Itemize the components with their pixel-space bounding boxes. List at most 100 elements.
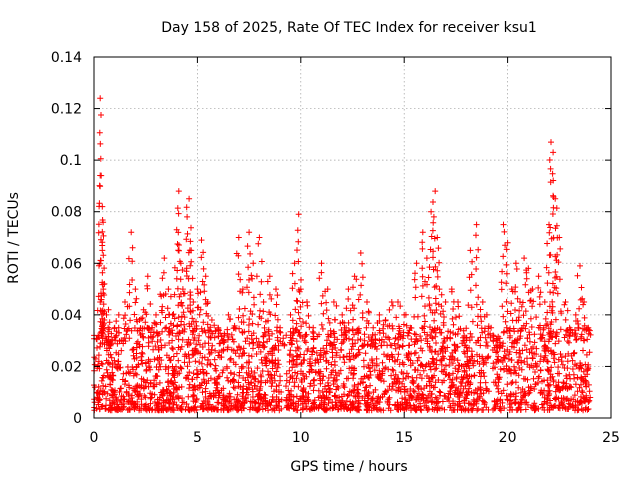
spike-cluster-point <box>552 269 559 275</box>
band-point <box>193 341 200 348</box>
band-point <box>325 375 332 381</box>
spike-cluster-point <box>251 301 258 308</box>
spike-cluster-point <box>111 334 118 341</box>
band-point <box>522 390 529 397</box>
spike-cluster-point <box>293 297 300 304</box>
band-point <box>290 400 297 407</box>
band-point <box>305 390 312 397</box>
data-point <box>161 255 168 262</box>
band-point <box>175 336 182 343</box>
spike-cluster-point <box>467 330 474 337</box>
spike-cluster-point <box>547 321 554 328</box>
band-point <box>539 378 545 385</box>
spike-cluster-point <box>508 300 515 307</box>
band-point <box>348 346 355 353</box>
spike-cluster-point <box>149 334 156 341</box>
spike-cluster-point <box>579 295 586 302</box>
spike-cluster-point <box>200 265 207 272</box>
band-point <box>521 342 528 349</box>
band-point <box>382 364 389 371</box>
spike-cluster-point <box>253 273 260 280</box>
band-point <box>389 353 396 360</box>
spike-cluster-point <box>389 302 396 309</box>
band-point <box>183 401 190 407</box>
x-tick-label: 0 <box>90 430 99 446</box>
band-point <box>321 401 328 408</box>
band-point <box>369 359 376 366</box>
band-point <box>158 357 165 364</box>
band-point <box>433 340 439 346</box>
band-point <box>185 407 192 413</box>
band-point <box>498 390 505 397</box>
band-point <box>524 401 531 408</box>
spike-cluster-point <box>522 281 529 288</box>
spike-cluster-point <box>235 252 242 259</box>
band-point <box>289 375 296 382</box>
band-point <box>504 381 511 388</box>
band-point <box>121 381 128 388</box>
band-point <box>497 366 504 373</box>
band-point <box>545 347 552 354</box>
spike-cluster-point <box>248 332 255 339</box>
spike-cluster-point <box>465 302 472 309</box>
band-point <box>147 358 154 365</box>
band-point <box>344 393 351 399</box>
spike-cluster-point <box>547 224 554 231</box>
band-point <box>490 360 497 367</box>
spike-cluster-point <box>100 322 106 329</box>
band-point <box>131 404 138 411</box>
band-point <box>259 368 266 374</box>
band-point <box>568 352 575 359</box>
spike-cluster-point <box>516 307 523 314</box>
data-point <box>442 299 449 305</box>
band-point <box>95 362 101 369</box>
band-point <box>227 355 234 362</box>
data-point <box>215 324 222 331</box>
band-point <box>110 399 117 405</box>
spike-cluster-point <box>197 306 204 313</box>
band-point <box>278 396 285 403</box>
band-point <box>392 358 398 365</box>
band-point <box>517 350 524 357</box>
band-point <box>490 365 496 372</box>
spike-cluster-point <box>434 273 441 280</box>
spike-cluster-point <box>332 316 339 323</box>
spike-cluster-point <box>419 273 426 280</box>
band-point <box>357 336 364 343</box>
band-point <box>206 351 213 357</box>
band-point <box>432 384 438 391</box>
spike-cluster-point <box>543 264 550 271</box>
band-point <box>402 375 409 381</box>
spike-cluster-point <box>300 319 306 325</box>
spike-cluster-point <box>97 257 104 264</box>
band-point <box>152 343 159 350</box>
band-point <box>468 334 475 340</box>
band-point <box>155 346 162 353</box>
band-point <box>484 386 491 393</box>
band-point <box>553 394 560 401</box>
band-point <box>429 398 436 405</box>
band-point <box>250 405 257 412</box>
data-point <box>295 211 302 218</box>
band-point <box>530 404 537 410</box>
band-point <box>323 342 330 349</box>
spike-cluster-point <box>431 309 438 316</box>
band-point <box>305 346 312 352</box>
spike-cluster-point <box>395 323 402 330</box>
band-point <box>309 400 316 407</box>
spike-cluster-point <box>503 298 510 305</box>
band-point <box>399 335 406 342</box>
band-point <box>524 376 531 383</box>
spike-cluster-point <box>187 296 194 302</box>
spike-cluster-point <box>280 335 287 342</box>
band-point <box>563 380 570 387</box>
band-point <box>293 393 300 400</box>
band-point <box>384 399 391 406</box>
band-point <box>361 342 368 349</box>
spike-cluster-point <box>187 309 194 315</box>
band-point <box>98 377 105 384</box>
band-point <box>412 349 419 356</box>
spike-cluster-point <box>184 230 191 237</box>
spike-cluster-point <box>164 305 171 312</box>
band-point <box>152 407 159 414</box>
